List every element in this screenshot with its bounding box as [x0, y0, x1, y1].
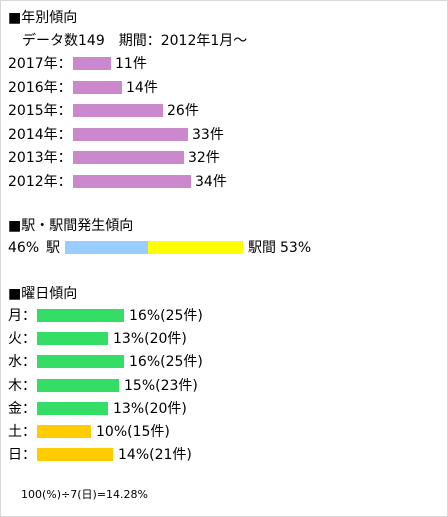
weekday-value-label: 16%(25件)	[129, 308, 203, 324]
year-bar	[73, 57, 111, 70]
year-label: 2013年：	[8, 150, 72, 167]
weekday-value-label: 14%(21件)	[118, 447, 192, 464]
average-footnote: 100(%)÷7(日)=14.28%	[21, 488, 148, 501]
station-title: ■駅・駅間発生傾向	[8, 218, 134, 234]
weekday-value-label: 13%(20件)	[113, 400, 187, 417]
yearly-subtitle: データ数149 期間：2012年1月～	[22, 33, 248, 49]
weekday-label: 月：	[8, 308, 36, 324]
year-label: 2012年：	[8, 174, 72, 190]
station-bar-segment	[65, 241, 148, 254]
year-bar	[73, 175, 191, 188]
weekday-title: ■曜日傾向	[8, 286, 78, 302]
year-bar	[73, 151, 184, 165]
station-name-label: 駅	[46, 240, 60, 256]
yearly-title: ■年別傾向	[8, 10, 78, 26]
year-label: 2014年：	[8, 126, 72, 143]
weekday-bar	[37, 355, 124, 369]
weekday-value-label: 13%(20件)	[113, 331, 187, 348]
weekday-value-label: 10%(15件)	[96, 424, 170, 440]
weekday-label: 水：	[8, 354, 36, 371]
weekday-bar	[37, 378, 119, 392]
weekday-bar	[37, 332, 108, 346]
weekday-value-label: 15%(23件)	[124, 377, 198, 394]
weekday-bar	[37, 401, 108, 415]
year-bar	[73, 80, 122, 94]
weekday-value-label: 16%(25件)	[129, 354, 203, 371]
year-bar	[73, 127, 188, 141]
year-label: 2017年：	[8, 56, 72, 72]
year-value-label: 26件	[167, 103, 199, 120]
weekday-bar	[37, 448, 113, 462]
weekday-label: 火：	[8, 331, 36, 348]
weekday-label: 金：	[8, 400, 36, 417]
between-station-percent-label: 53%	[280, 240, 312, 256]
year-value-label: 14件	[126, 79, 158, 96]
year-value-label: 32件	[188, 150, 220, 167]
year-value-label: 11件	[115, 56, 147, 72]
year-label: 2015年：	[8, 103, 72, 120]
between-station-name-label: 駅間	[248, 240, 276, 256]
weekday-label: 土：	[8, 424, 36, 440]
year-bar	[73, 104, 163, 118]
weekday-bar	[37, 425, 91, 438]
weekday-label: 木：	[8, 377, 36, 394]
between-station-bar-segment	[148, 241, 243, 254]
weekday-bar	[37, 309, 124, 322]
year-value-label: 34件	[195, 174, 227, 190]
station-percent-label: 46%	[8, 240, 40, 256]
weekday-label: 日：	[8, 447, 36, 464]
year-label: 2016年：	[8, 79, 72, 96]
year-value-label: 33件	[192, 126, 224, 143]
